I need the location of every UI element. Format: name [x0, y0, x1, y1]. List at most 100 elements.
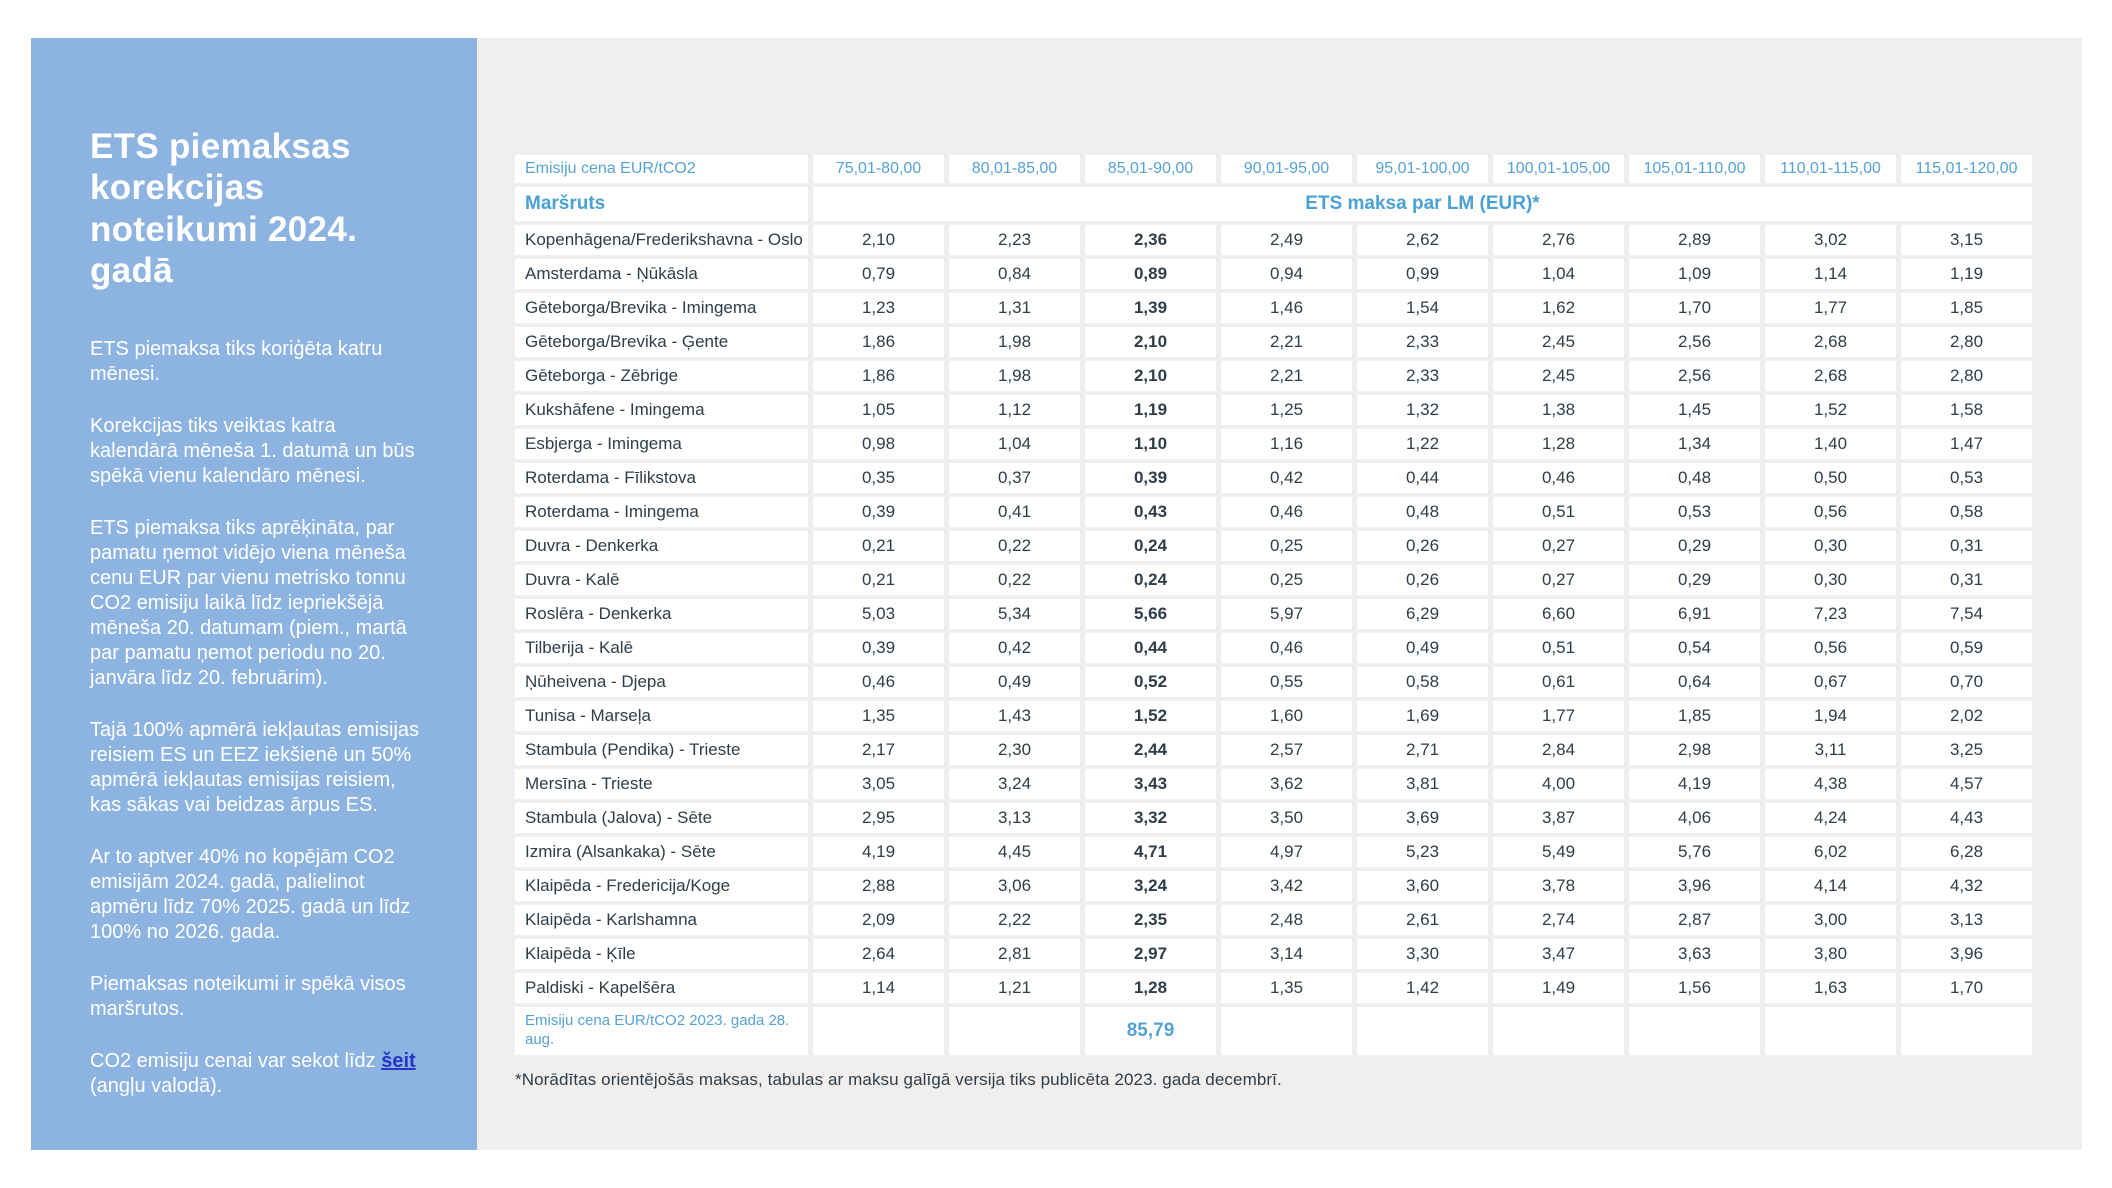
value-cell: 3,00	[1765, 905, 1896, 935]
value-cell: 3,87	[1493, 803, 1624, 833]
value-cell: 1,04	[949, 429, 1080, 459]
footer-value-cell: 85,79	[1085, 1007, 1216, 1055]
value-cell: 0,70	[1901, 667, 2032, 697]
value-cell: 0,31	[1901, 531, 2032, 561]
value-cell: 3,32	[1085, 803, 1216, 833]
value-cell: 0,29	[1629, 531, 1760, 561]
route-cell: Mersīna - Trieste	[515, 769, 808, 799]
value-cell: 0,24	[1085, 531, 1216, 561]
value-cell: 1,86	[813, 361, 944, 391]
value-cell: 1,16	[1221, 429, 1352, 459]
co2-price-link[interactable]: šeit	[381, 1050, 416, 1073]
value-cell: 3,06	[949, 871, 1080, 901]
value-cell: 0,52	[1085, 667, 1216, 697]
value-cell: 0,49	[949, 667, 1080, 697]
value-cell: 3,13	[1901, 905, 2032, 935]
value-cell: 0,21	[813, 565, 944, 595]
value-cell: 0,46	[1221, 633, 1352, 663]
value-cell: 3,14	[1221, 939, 1352, 969]
value-cell: 2,68	[1765, 361, 1896, 391]
value-cell: 1,70	[1629, 293, 1760, 323]
route-cell: Gēteborga/Brevika - Ģente	[515, 327, 808, 357]
value-cell: 0,30	[1765, 531, 1896, 561]
route-cell: Klaipēda - Fredericija/Koge	[515, 871, 808, 901]
route-cell: Tunisa - Marseļa	[515, 701, 808, 731]
route-cell: Izmira (Alsankaka) - Sēte	[515, 837, 808, 867]
value-cell: 1,39	[1085, 293, 1216, 323]
value-cell: 5,03	[813, 599, 944, 629]
value-cell: 2,56	[1629, 361, 1760, 391]
value-cell: 0,48	[1629, 463, 1760, 493]
route-cell: Esbjerga - Imingema	[515, 429, 808, 459]
value-cell: 4,32	[1901, 871, 2032, 901]
route-cell: Gēteborga - Zēbrige	[515, 361, 808, 391]
value-cell: 2,97	[1085, 939, 1216, 969]
price-range-header: 100,01-105,00	[1493, 155, 1624, 183]
value-cell: 1,12	[949, 395, 1080, 425]
price-range-header: 85,01-90,00	[1085, 155, 1216, 183]
value-cell: 0,42	[949, 633, 1080, 663]
value-cell: 1,43	[949, 701, 1080, 731]
value-cell: 3,24	[1085, 871, 1216, 901]
value-cell: 0,89	[1085, 259, 1216, 289]
value-cell: 6,28	[1901, 837, 2032, 867]
price-range-header: 110,01-115,00	[1765, 155, 1896, 183]
value-cell: 2,23	[949, 225, 1080, 255]
value-cell: 2,87	[1629, 905, 1760, 935]
value-cell: 0,58	[1901, 497, 2032, 527]
link-suffix-text: (angļu valodā).	[90, 1075, 223, 1098]
value-cell: 0,67	[1765, 667, 1896, 697]
value-cell: 1,63	[1765, 973, 1896, 1003]
price-range-header: 115,01-120,00	[1901, 155, 2032, 183]
value-cell: 0,39	[813, 633, 944, 663]
route-cell: Stambula (Jalova) - Sēte	[515, 803, 808, 833]
value-cell: 1,25	[1221, 395, 1352, 425]
footer-empty-cell	[1357, 1007, 1488, 1055]
value-cell: 2,74	[1493, 905, 1624, 935]
route-cell: Ņūheivena - Djepa	[515, 667, 808, 697]
value-cell: 4,19	[1629, 769, 1760, 799]
link-prefix-text: CO2 emisiju cenai var sekot līdz	[90, 1050, 382, 1073]
value-cell: 0,42	[1221, 463, 1352, 493]
sidebar-paragraph: Korekcijas tiks veiktas katra kalendārā …	[90, 415, 415, 488]
value-cell: 2,89	[1629, 225, 1760, 255]
value-cell: 2,21	[1221, 361, 1352, 391]
value-cell: 1,23	[813, 293, 944, 323]
value-cell: 2,49	[1221, 225, 1352, 255]
value-cell: 2,81	[949, 939, 1080, 969]
value-cell: 1,19	[1901, 259, 2032, 289]
price-range-header: 90,01-95,00	[1221, 155, 1352, 183]
value-cell: 3,30	[1357, 939, 1488, 969]
value-cell: 1,14	[813, 973, 944, 1003]
value-cell: 2,48	[1221, 905, 1352, 935]
value-cell: 4,43	[1901, 803, 2032, 833]
value-cell: 2,80	[1901, 361, 2032, 391]
value-cell: 4,06	[1629, 803, 1760, 833]
value-cell: 4,00	[1493, 769, 1624, 799]
value-cell: 1,22	[1357, 429, 1488, 459]
value-cell: 5,76	[1629, 837, 1760, 867]
value-cell: 0,43	[1085, 497, 1216, 527]
value-cell: 0,58	[1357, 667, 1488, 697]
value-cell: 1,35	[813, 701, 944, 731]
value-cell: 2,33	[1357, 327, 1488, 357]
route-cell: Duvra - Denkerka	[515, 531, 808, 561]
value-cell: 0,79	[813, 259, 944, 289]
route-cell: Kukshāfene - Imingema	[515, 395, 808, 425]
value-cell: 2,02	[1901, 701, 2032, 731]
value-cell: 0,54	[1629, 633, 1760, 663]
value-cell: 2,35	[1085, 905, 1216, 935]
sidebar-panel: ETS piemaksas korekcijas noteikumi 2024.…	[31, 38, 477, 1150]
value-cell: 1,56	[1629, 973, 1760, 1003]
value-cell: 3,69	[1357, 803, 1488, 833]
value-cell: 7,54	[1901, 599, 2032, 629]
value-cell: 0,26	[1357, 531, 1488, 561]
value-cell: 0,59	[1901, 633, 2032, 663]
value-cell: 1,47	[1901, 429, 2032, 459]
value-cell: 1,04	[1493, 259, 1624, 289]
value-cell: 0,27	[1493, 565, 1624, 595]
value-cell: 2,22	[949, 905, 1080, 935]
route-cell: Kopenhāgena/Frederikshavna - Oslo	[515, 225, 808, 255]
value-cell: 1,40	[1765, 429, 1896, 459]
route-cell: Paldiski - Kapelšēra	[515, 973, 808, 1003]
